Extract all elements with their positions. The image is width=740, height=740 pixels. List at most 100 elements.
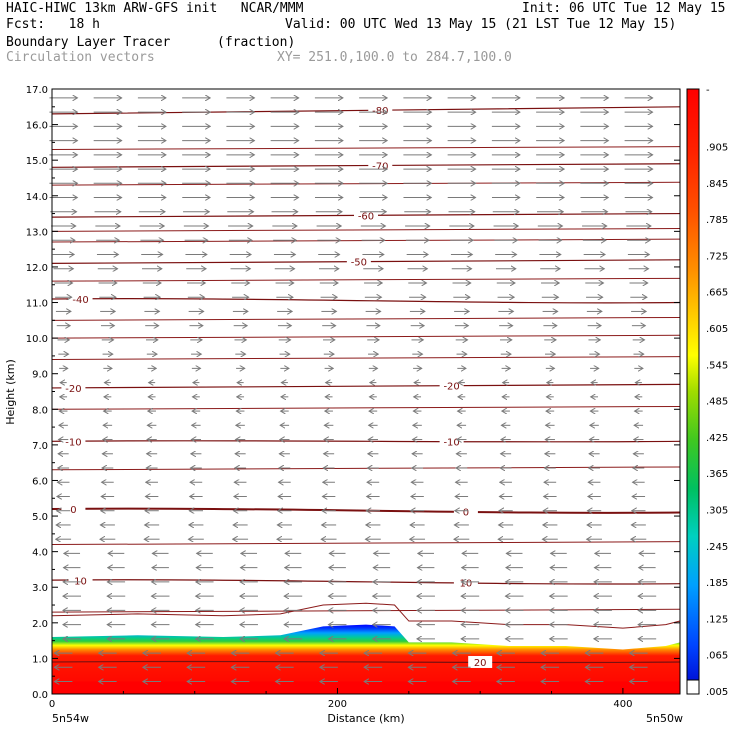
labeled-contour-line <box>51 106 681 115</box>
y-tick-label: 15.0 <box>26 156 48 167</box>
colorbar-labels: - .905 .845 .785 .725 .665 .605 .545 .485 .425 .36… <box>706 85 728 698</box>
contour-line <box>51 356 681 360</box>
colorbar-label: .365 <box>706 469 728 480</box>
labeled-contour-line <box>51 579 681 585</box>
contour-line <box>51 228 681 232</box>
contour-label: -10 <box>443 437 459 448</box>
y-tick-label: 2.0 <box>32 619 48 630</box>
contour-label-bg <box>453 505 478 518</box>
y-tick-label: 10.0 <box>26 334 48 345</box>
tracer-core <box>52 681 680 694</box>
contour-label: 0 <box>70 505 76 516</box>
field-name: Boundary Layer Tracer <box>6 35 171 50</box>
x-endpoint-left: 5n54w <box>52 712 89 725</box>
y-tick-label: 5.0 <box>32 512 48 523</box>
header-forecast-hour: Fcst: 18 h <box>6 17 100 32</box>
colorbar-label: .785 <box>706 215 728 226</box>
y-tick-label: 13.0 <box>26 227 48 238</box>
labeled-contour-line <box>51 660 681 664</box>
colorbar-label: - <box>706 85 710 96</box>
y-tick-label: 7.0 <box>32 441 48 452</box>
contour-label-bg <box>61 381 86 394</box>
colorbar-label: .005 <box>706 687 728 698</box>
y-tick-label: 14.0 <box>26 192 48 203</box>
contour-line <box>51 316 681 321</box>
y-tick-label: 16.0 <box>26 121 48 132</box>
contour-line <box>51 277 681 282</box>
field-units: (fraction) <box>217 35 296 50</box>
x-tick-label: 400 <box>613 699 632 710</box>
contour-line <box>51 466 681 471</box>
y-tick-label: 6.0 <box>32 476 48 487</box>
tracer-shading <box>52 624 680 694</box>
colorbar <box>686 88 700 695</box>
colorbar-label: .725 <box>706 251 728 262</box>
y-tick-label: 1.0 <box>32 654 48 665</box>
colorbar-label: .905 <box>706 142 728 153</box>
labeled-contour-line <box>51 298 681 304</box>
colorbar-label: .125 <box>706 614 728 625</box>
colorbar-label: .485 <box>706 397 728 408</box>
colorbar-label: .545 <box>706 360 728 371</box>
header-init-time: Init: 06 UTC Tue 12 May 15 <box>522 1 726 16</box>
y-tick-label: 11.0 <box>26 299 48 310</box>
contour-label: -60 <box>358 211 374 222</box>
contour-label: -10 <box>65 437 81 448</box>
x-axis-title: Distance (km) <box>327 712 404 725</box>
circulation-vectors <box>49 98 657 682</box>
labeled-contour-line <box>51 163 681 168</box>
boundary-contour-line <box>51 602 681 629</box>
contour-label: -50 <box>351 258 367 269</box>
labeled-contour-line <box>51 259 681 264</box>
contour-line <box>51 334 681 339</box>
colorbar-label: .425 <box>706 433 728 444</box>
contour-line <box>51 405 681 410</box>
y-tick-label: 9.0 <box>32 370 48 381</box>
tracer-area <box>52 624 680 694</box>
colorbar-label: .305 <box>706 505 728 516</box>
y-tick-label: 8.0 <box>32 405 48 416</box>
colorbar-label: .185 <box>706 578 728 589</box>
contour-label: -40 <box>72 295 88 306</box>
y-axis-title: Height (km) <box>4 359 17 425</box>
axes: 0.0 1.0 2.0 3.0 4.0 5.0 6.0 7.0 8.0 9.0 10.0 11.0 12… <box>26 85 680 710</box>
colorbar-label: .065 <box>706 651 728 662</box>
y-tick-label: 12.0 <box>26 263 48 274</box>
contour-line <box>51 541 681 546</box>
contour-label-bg <box>354 209 378 222</box>
contour-label-bg <box>61 503 86 516</box>
labeled-contour-line <box>51 440 681 443</box>
contour-label-bg <box>68 574 93 587</box>
contour-label: -70 <box>372 161 388 172</box>
x-endpoint-right: 5n50w <box>646 712 683 725</box>
colorbar-label: .845 <box>706 179 728 190</box>
x-tick-label: 200 <box>328 699 347 710</box>
colorbar-label: .605 <box>706 324 728 335</box>
contour-label-bg <box>346 255 371 268</box>
contour-label-bg <box>468 655 493 668</box>
contour-label-bg <box>61 435 86 448</box>
colorbar-label: .665 <box>706 288 728 299</box>
contour-label: 20 <box>474 658 487 669</box>
contour-label: 0 <box>463 507 469 518</box>
header-line1-left: HAIC-HIWC 13km ARW-GFS init NCAR/MMM <box>6 1 304 16</box>
contour-label: -20 <box>65 384 81 395</box>
x-tick-label: 0 <box>49 699 55 710</box>
contour-line <box>51 608 681 613</box>
vector-field-name: Circulation vectors <box>6 50 155 65</box>
y-tick-label: 3.0 <box>32 583 48 594</box>
colorbar-label: .245 <box>706 542 728 553</box>
xy-range: XY= 251.0,100.0 to 284.7,100.0 <box>277 50 512 65</box>
header-valid-time: Valid: 00 UTC Wed 13 May 15 (21 LST Tue … <box>285 17 677 32</box>
labeled-contour-line <box>51 383 681 389</box>
contour-label-bg <box>68 293 93 306</box>
contour-label: -20 <box>443 382 459 393</box>
y-tick-label: 17.0 <box>26 85 48 96</box>
colorbar-lowest-bin <box>686 679 700 695</box>
contour-label: 10 <box>460 578 473 589</box>
y-tick-label: 0.0 <box>32 690 48 701</box>
y-tick-label: 4.0 <box>32 548 48 559</box>
contour-line <box>51 146 681 150</box>
